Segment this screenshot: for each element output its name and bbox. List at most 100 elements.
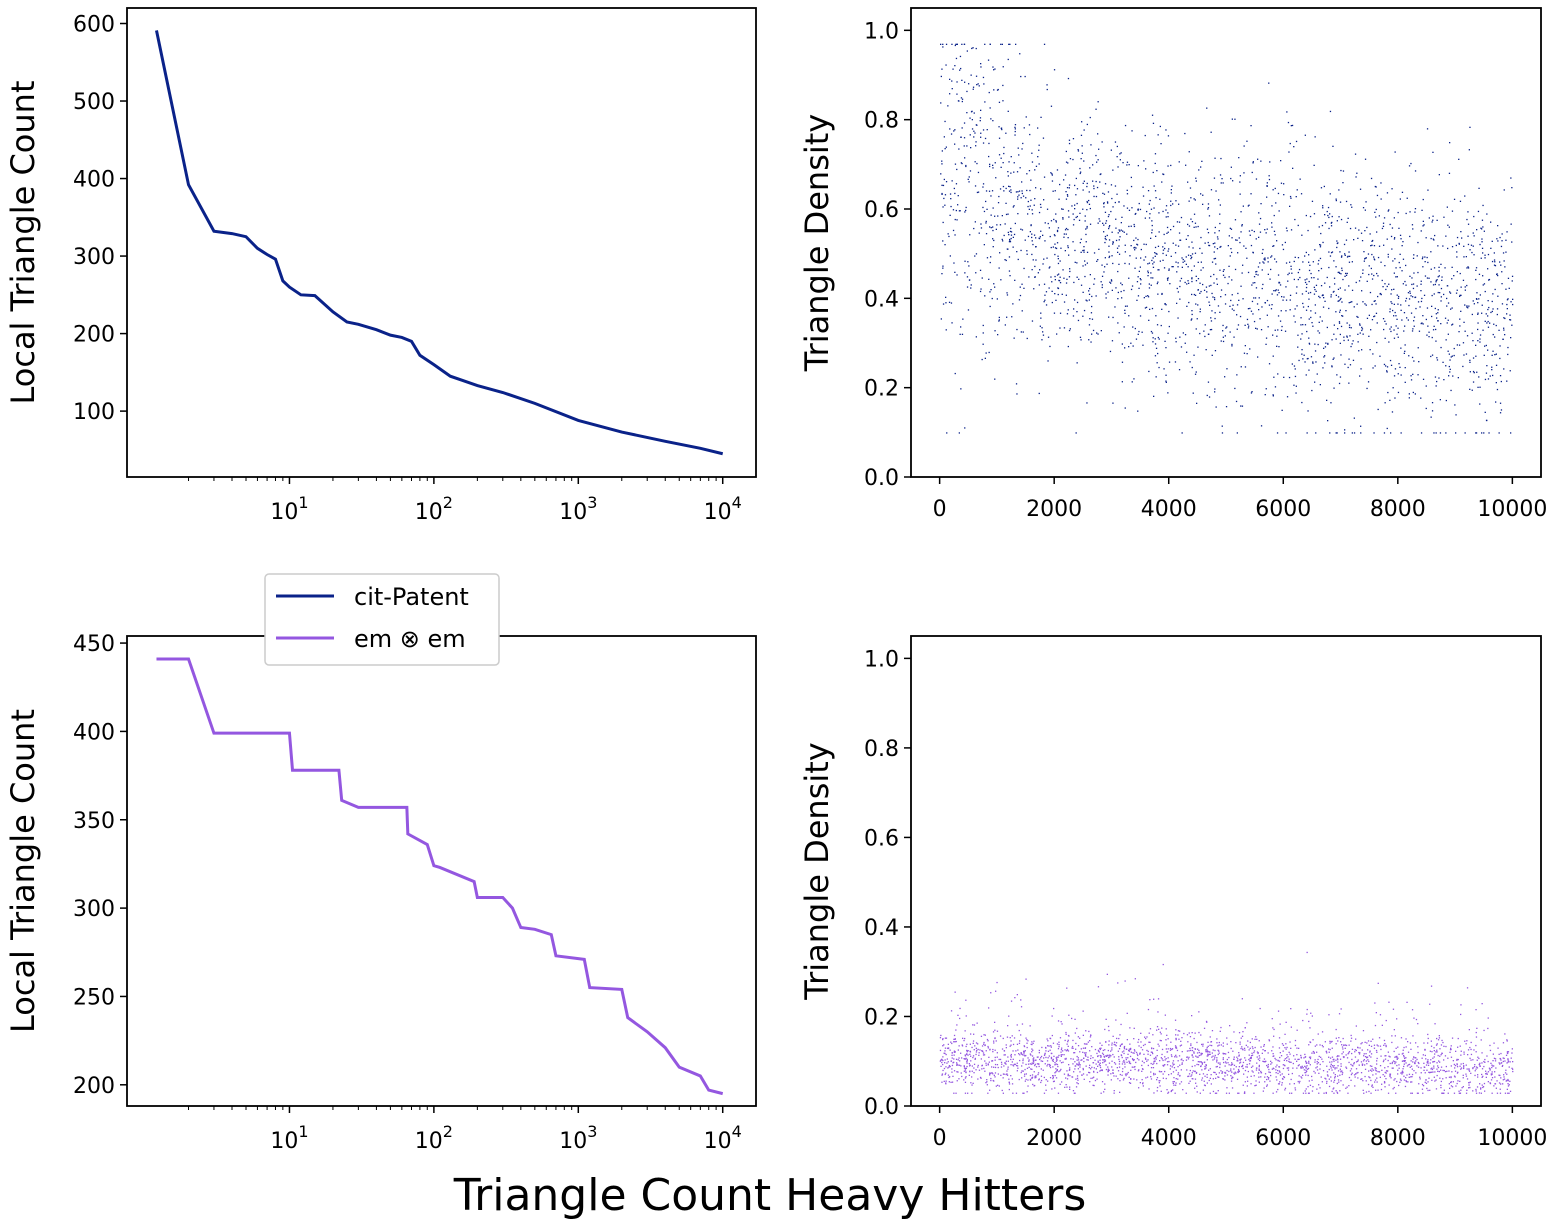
scatter-point (1040, 1057, 1042, 1059)
scatter-point (1412, 373, 1414, 375)
scatter-point (1075, 1078, 1077, 1080)
scatter-point (1458, 1092, 1460, 1094)
scatter-point (1302, 302, 1304, 305)
scatter-point (970, 1060, 972, 1062)
scatter-point (1330, 402, 1332, 404)
scatter-point (990, 118, 992, 120)
scatter-point (1351, 432, 1353, 434)
scatter-point (1038, 1063, 1040, 1065)
scatter-point (982, 183, 985, 185)
scatter-point (1476, 371, 1478, 373)
scatter-point (1086, 1059, 1088, 1061)
scatter-point (1111, 1049, 1113, 1051)
scatter-point (1374, 315, 1376, 317)
scatter-point (1341, 315, 1343, 317)
scatter-point (1472, 381, 1475, 383)
scatter-point (1243, 1073, 1245, 1075)
scatter-point (1310, 277, 1313, 279)
scatter-point (1175, 337, 1177, 339)
scatter-point (1379, 293, 1381, 295)
scatter-point (1390, 1077, 1392, 1079)
scatter-point (994, 68, 996, 70)
scatter-point (1339, 342, 1341, 344)
scatter-point (1273, 214, 1275, 217)
scatter-point (1247, 308, 1250, 310)
scatter-point (1080, 134, 1083, 136)
scatter-point (1082, 208, 1084, 210)
scatter-point (1172, 225, 1175, 228)
scatter-point (1096, 1071, 1099, 1074)
scatter-point (1276, 1064, 1278, 1066)
scatter-point (1494, 354, 1496, 356)
scatter-point (1259, 1057, 1261, 1059)
scatter-point (1409, 211, 1411, 213)
scatter-point (1218, 1076, 1220, 1078)
scatter-point (1376, 231, 1378, 233)
scatter-point (1426, 128, 1429, 130)
scatter-point (1370, 1056, 1372, 1058)
scatter-point (1490, 1074, 1493, 1076)
scatter-point (1206, 1073, 1208, 1076)
scatter-point (1180, 216, 1183, 219)
scatter-point (1386, 366, 1389, 368)
scatter-point (985, 352, 987, 354)
scatter-point (1210, 328, 1213, 331)
scatter-point (975, 1042, 978, 1044)
scatter-point (1235, 1042, 1237, 1044)
scatter-point (1434, 1080, 1436, 1082)
scatter-point (1408, 1063, 1411, 1066)
scatter-point (1435, 385, 1437, 387)
scatter-point (1118, 1058, 1120, 1061)
scatter-point (1005, 1044, 1007, 1046)
scatter-point (1401, 270, 1403, 272)
scatter-point (1022, 1059, 1024, 1062)
scatter-point (1008, 1015, 1010, 1017)
scatter-point (1340, 297, 1342, 300)
scatter-point (1216, 1038, 1218, 1040)
x-tick-label: 8000 (1370, 497, 1426, 522)
scatter-point (1398, 363, 1400, 365)
scatter-point (1353, 306, 1355, 308)
scatter-point (1123, 1048, 1126, 1050)
scatter-point (1051, 1088, 1053, 1090)
scatter-point (1081, 1074, 1083, 1076)
scatter-point (1080, 158, 1082, 160)
scatter-point (1210, 275, 1212, 278)
scatter-point (1085, 299, 1087, 301)
scatter-point (1170, 164, 1172, 167)
scatter-point (1459, 272, 1461, 275)
scatter-point (1300, 338, 1302, 340)
scatter-point (1297, 1065, 1299, 1067)
scatter-point (1117, 166, 1119, 168)
scatter-point (1010, 1000, 1013, 1002)
scatter-point (1403, 1054, 1405, 1057)
scatter-point (1071, 205, 1073, 207)
scatter-point (1511, 187, 1513, 189)
scatter-point (1262, 261, 1264, 263)
scatter-point (1395, 1092, 1397, 1094)
scatter-point (1307, 1092, 1310, 1094)
scatter-point (1346, 336, 1348, 338)
scatter-point (1151, 114, 1154, 116)
scatter-point (1096, 1052, 1098, 1055)
scatter-point (1456, 1082, 1458, 1085)
scatter-point (1369, 1069, 1372, 1071)
scatter-point (1204, 1061, 1206, 1063)
scatter-point (940, 43, 942, 45)
scatter-point (1173, 1067, 1176, 1069)
scatter-point (969, 1071, 971, 1073)
scatter-point (1299, 276, 1301, 279)
scatter-point (1267, 273, 1269, 275)
scatter-point (1333, 357, 1335, 359)
scatter-point (1329, 1040, 1331, 1042)
scatter-point (1031, 1043, 1033, 1046)
scatter-point (987, 1047, 989, 1049)
scatter-point (1273, 230, 1276, 232)
scatter-point (1115, 227, 1117, 229)
scatter-point (1193, 226, 1195, 228)
scatter-point (1473, 235, 1475, 237)
scatter-point (1113, 1041, 1116, 1043)
scatter-point (1324, 1041, 1326, 1043)
scatter-point (1233, 1056, 1235, 1058)
